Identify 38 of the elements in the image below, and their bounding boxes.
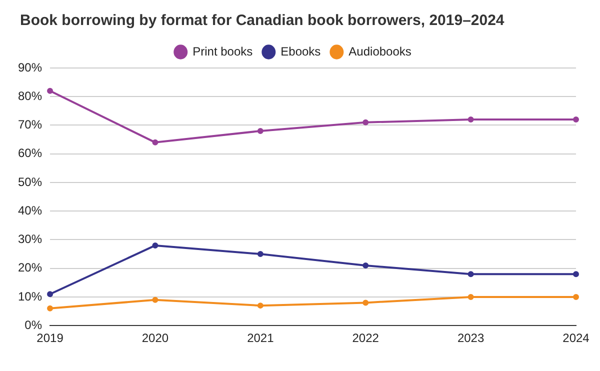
point [468,116,474,123]
y-tick-label: 0% [24,318,42,332]
y-tick-label: 20% [18,260,42,275]
x-tick-label: 2022 [352,331,380,346]
y-tick-label: 30% [18,232,42,246]
y-tick-label: 50% [18,174,42,189]
point [257,128,264,134]
point [468,294,474,300]
point [362,300,369,306]
point [47,88,54,94]
y-tick-label: 40% [18,203,42,218]
point [47,305,54,312]
point [573,116,579,123]
point [152,139,158,146]
x-tick-label: 2020 [142,331,169,346]
legend-label: Ebooks [280,44,321,58]
y-tick-label: 90% [18,60,42,74]
x-tick-label: 2023 [457,331,484,346]
chart-title: Book borrowing by format for Canadian book borrowers, 2019–2024 [20,12,504,29]
y-tick-label: 60% [18,146,42,160]
point [152,242,158,248]
point [257,302,264,309]
point [362,262,369,268]
point [257,251,264,258]
y-tick-label: 80% [18,88,42,103]
point [573,271,579,278]
y-tick-label: 10% [18,289,42,304]
point [47,291,54,298]
point [362,119,369,126]
point [152,296,158,303]
legend-label: Audiobooks [348,44,412,58]
x-tick-label: 2021 [247,331,274,346]
legend-label: Print books [192,44,253,58]
point [468,271,474,278]
x-tick-label: 2019 [36,331,64,346]
x-tick-label: 2024 [562,331,590,346]
point [573,294,579,300]
y-tick-label: 70% [18,118,42,132]
